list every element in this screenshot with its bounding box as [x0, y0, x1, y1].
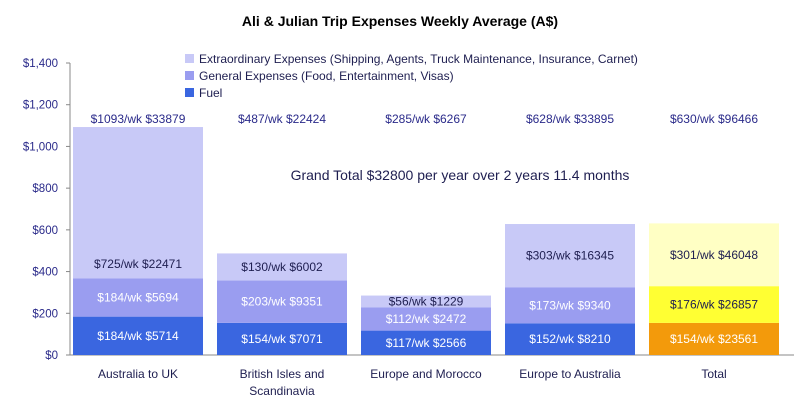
- bar-segment-general: [649, 286, 779, 323]
- data-label-general: $173/wk $9340: [529, 298, 611, 312]
- bar-segment-general: [361, 307, 491, 331]
- y-tick-label: $1,400: [23, 58, 58, 70]
- total-label: $1093/wk $33879: [91, 112, 186, 126]
- bar-segment-extraordinary: [649, 223, 779, 287]
- bar-segment-fuel: [649, 322, 779, 355]
- chart-title: Ali & Julian Trip Expenses Weekly Averag…: [242, 13, 558, 29]
- legend-label-fuel: Fuel: [199, 86, 222, 100]
- total-label: $487/wk $22424: [238, 112, 326, 126]
- bar-segment-general: [505, 287, 635, 324]
- legend: Extraordinary Expenses (Shipping, Agents…: [185, 52, 638, 100]
- data-label-general: $176/wk $26857: [670, 298, 758, 312]
- y-tick-label: $1,200: [23, 100, 58, 112]
- x-tick-label: Scandinavia: [249, 384, 315, 398]
- x-tick-label: Europe and Morocco: [370, 367, 482, 381]
- data-label-fuel: $154/wk $23561: [670, 332, 758, 346]
- y-tick-label: $800: [32, 183, 58, 195]
- x-tick-label: British Isles and: [240, 367, 325, 381]
- bar-segment-fuel: [73, 316, 203, 355]
- y-axis: $0 $200 $400 $600 $800 $1,000 $1,200 $1,400: [23, 58, 794, 362]
- bar-segment-extraordinary: [217, 253, 347, 281]
- legend-label-general: General Expenses (Food, Entertainment, V…: [199, 69, 454, 83]
- data-label-general: $112/wk $2472: [386, 312, 467, 326]
- total-label: $628/wk $33895: [526, 112, 614, 126]
- total-label: $630/wk $96466: [670, 112, 758, 126]
- legend-swatch-general: [185, 71, 194, 80]
- bar-segment-general: [73, 278, 203, 317]
- bar-segment-fuel: [505, 323, 635, 355]
- data-label-general: $203/wk $9351: [241, 295, 323, 309]
- total-label: $285/wk $6267: [385, 112, 467, 126]
- bar-segment-fuel: [361, 330, 491, 355]
- data-label-fuel: $154/wk $7071: [241, 332, 323, 346]
- data-label-fuel: $184/wk $5714: [97, 329, 179, 343]
- bar-segment-general: [217, 280, 347, 323]
- bar-segment-extraordinary: [73, 127, 203, 279]
- bar-segment-fuel: [217, 322, 347, 355]
- bars: $184/wk $5714 $184/wk $5694 $725/wk $22471…: [73, 112, 779, 398]
- legend-swatch-fuel: [185, 88, 194, 97]
- data-label-extraordinary: $301/wk $46048: [670, 248, 758, 262]
- data-label-general: $184/wk $5694: [97, 290, 179, 304]
- data-label-extraordinary: $56/wk $1229: [389, 294, 464, 308]
- data-label-fuel: $152/wk $8210: [529, 332, 611, 346]
- data-label-fuel: $117/wk $2566: [386, 336, 467, 350]
- y-tick-label: $0: [45, 350, 58, 362]
- data-label-extraordinary: $130/wk $6002: [241, 260, 323, 274]
- x-tick-label: Australia to UK: [98, 367, 178, 381]
- bar-segment-extraordinary: [505, 224, 635, 288]
- y-tick-label: $1,000: [23, 141, 58, 153]
- x-tick-label: Total: [701, 367, 726, 381]
- data-label-extraordinary: $303/wk $16345: [526, 249, 614, 263]
- x-tick-label: Europe to Australia: [519, 367, 621, 381]
- legend-swatch-extraordinary: [185, 54, 194, 63]
- y-tick-label: $400: [32, 267, 58, 279]
- data-label-extraordinary: $725/wk $22471: [94, 257, 182, 271]
- legend-label-extraordinary: Extraordinary Expenses (Shipping, Agents…: [199, 52, 638, 66]
- y-tick-label: $200: [32, 308, 58, 320]
- y-tick-label: $600: [32, 225, 58, 237]
- grand-total-annotation: Grand Total $32800 per year over 2 years…: [291, 167, 630, 183]
- bar-segment-extraordinary: [361, 295, 491, 308]
